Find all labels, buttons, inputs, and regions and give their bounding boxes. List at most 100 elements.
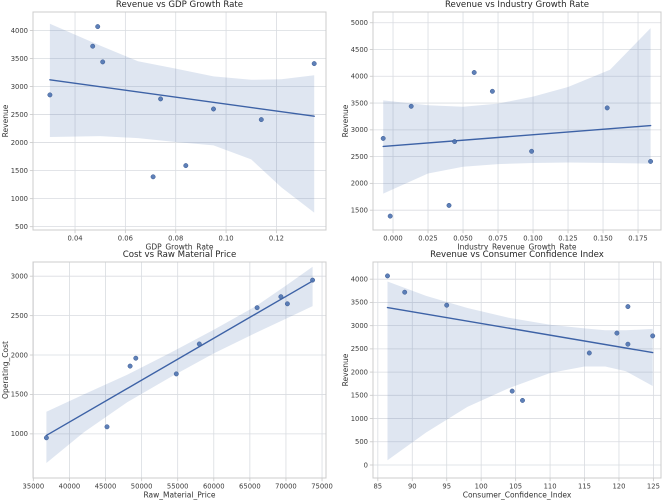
x-tick-label: 0.12 <box>269 235 284 243</box>
x-tick-label: 35000 <box>23 483 45 491</box>
x-axis: 0.000 0.025 0.050 0.075 0.100 0.125 0.150 0.175 <box>383 230 648 243</box>
data-point <box>95 24 101 30</box>
y-tick-label: 2000 <box>11 139 28 147</box>
confidence-band <box>383 28 651 194</box>
data-point <box>385 273 390 279</box>
data-point <box>520 397 525 403</box>
y-tick-label: 1500 <box>351 392 368 400</box>
chart-revenue-vs-gdp-growth-rate: 0.04 0.06 0.08 0.10 0.12 500 1000 1500 2000 2500 3… <box>0 0 334 250</box>
y-tick-label: 2500 <box>11 312 28 320</box>
y-tick-label: 1500 <box>11 167 28 175</box>
data-point <box>258 117 264 123</box>
data-point <box>586 350 592 356</box>
plot-border <box>32 261 327 479</box>
gridlines <box>373 12 661 230</box>
confidence-band <box>49 23 315 213</box>
data-point <box>650 333 656 339</box>
scatter-points <box>385 273 656 403</box>
plot-border <box>32 11 327 231</box>
data-point <box>604 105 610 111</box>
x-tick-label: 105 <box>509 483 522 491</box>
y-tick-label: 3500 <box>351 299 368 307</box>
data-point <box>625 304 631 310</box>
x-tick-label: 100 <box>475 483 488 491</box>
chart-revenue-vs-consumer-confidence-index: 85 90 95 100 105 110 115 120 125 0 500 1000 1500 2000… <box>335 250 669 500</box>
x-tick-label: 125 <box>647 483 660 491</box>
y-tick-label: 500 <box>355 438 368 446</box>
data-point <box>196 341 202 347</box>
x-tick-label: 0.150 <box>593 235 612 243</box>
x-axis: 85 90 95 100 105 110 115 120 125 <box>373 478 660 491</box>
data-point <box>471 70 477 75</box>
scatter-points <box>47 24 317 180</box>
data-point <box>529 148 535 154</box>
x-tick-label: 0.100 <box>523 235 542 243</box>
revenue-vs-gdp-growth-rate-svg: 0.04 0.06 0.08 0.10 0.12 500 1000 1500 2000 2500 3… <box>1 0 327 251</box>
data-point <box>452 139 458 145</box>
regression-line <box>49 79 315 117</box>
y-tick-label: 2500 <box>11 111 28 119</box>
y-tick-label: 4500 <box>351 46 368 54</box>
x-axis-label: Industry_Revenue_Growth_Rate <box>457 243 576 251</box>
x-tick-label: 0.000 <box>383 235 402 243</box>
regression-line <box>382 124 652 148</box>
x-tick-label: 40000 <box>59 483 81 491</box>
y-tick-label: 4000 <box>11 27 28 35</box>
x-tick-label: 65000 <box>239 483 261 491</box>
x-tick-label: 45000 <box>95 483 117 491</box>
x-tick-label: 0.04 <box>67 235 82 243</box>
y-tick-label: 3500 <box>351 99 368 107</box>
chart-title: Cost vs Raw Material Price <box>123 250 237 260</box>
data-point <box>509 388 515 394</box>
y-axis: 500 1000 1500 2000 2500 3000 3500 4000 <box>11 27 33 231</box>
x-tick-label: 115 <box>578 483 591 491</box>
x-tick-label: 0.125 <box>558 235 577 243</box>
chart-revenue-vs-industry-growth-rate: 0.000 0.025 0.050 0.075 0.100 0.125 0.150 0.175… <box>335 0 669 250</box>
data-point <box>489 88 495 94</box>
data-point <box>127 363 133 369</box>
regression-line <box>45 280 314 437</box>
data-point <box>173 371 179 377</box>
y-tick-label: 2500 <box>351 153 368 161</box>
y-tick-label: 3000 <box>351 126 368 134</box>
scatter-points <box>43 277 316 441</box>
x-tick-label: 85 <box>373 483 382 491</box>
x-tick-label: 55000 <box>167 483 189 491</box>
plot-border <box>372 11 662 231</box>
data-point <box>446 202 452 208</box>
x-tick-label: 50000 <box>131 483 153 491</box>
y-axis: 1000 1500 2000 2500 3000 <box>11 272 33 438</box>
data-point <box>211 106 216 112</box>
data-point <box>278 294 284 300</box>
y-tick-label: 3500 <box>11 55 28 63</box>
y-axis: 1500 2000 2500 3000 3500 4000 4500 5000 <box>351 19 373 214</box>
regression-line <box>386 306 654 354</box>
confidence-band <box>387 281 653 461</box>
gridlines <box>33 12 326 230</box>
x-tick-label: 95 <box>442 483 451 491</box>
data-point <box>254 305 260 311</box>
data-point <box>444 302 450 308</box>
data-point <box>387 213 393 219</box>
y-axis-label: Revenue <box>1 104 10 137</box>
chart-title: Revenue vs GDP Growth Rate <box>116 0 243 10</box>
data-point <box>43 435 49 441</box>
data-point <box>648 158 654 164</box>
cost-vs-raw-material-price-svg: 35000 40000 45000 50000 55000 60000 65000 70000… <box>1 250 333 500</box>
data-point <box>402 289 408 295</box>
x-tick-label: 0.06 <box>118 235 133 243</box>
x-axis-label: GDP_Growth_Rate <box>146 243 214 251</box>
y-tick-label: 1000 <box>351 415 368 423</box>
y-tick-label: 1000 <box>11 430 28 438</box>
data-point <box>380 135 386 141</box>
scatter-points <box>380 70 654 219</box>
chart-title: Revenue vs Industry Growth Rate <box>445 0 589 10</box>
chart-cost-vs-raw-material-price: 35000 40000 45000 50000 55000 60000 65000 70000… <box>0 250 334 500</box>
revenue-vs-consumer-confidence-index-svg: 85 90 95 100 105 110 115 120 125 0 500 1000 1500 2000… <box>341 250 662 500</box>
y-axis: 0 500 1000 1500 2000 2500 3000 3500 4000 <box>351 275 373 469</box>
y-tick-label: 3000 <box>11 83 28 91</box>
y-axis-label: Revenue <box>341 104 350 137</box>
x-tick-label: 90 <box>408 483 417 491</box>
x-tick-label: 0.050 <box>453 235 472 243</box>
